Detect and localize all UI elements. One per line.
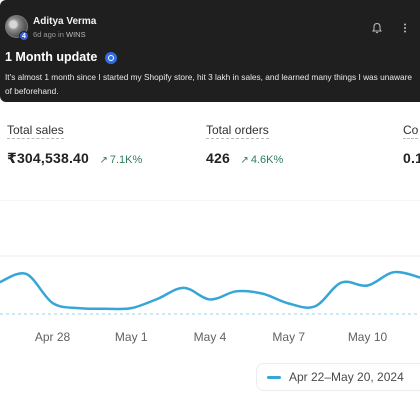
metric-value: 0.1	[403, 150, 420, 166]
bell-icon[interactable]	[371, 22, 383, 34]
verified-badge-icon	[105, 52, 117, 64]
metric-change: ↗ 7.1K%	[99, 154, 143, 166]
arrow-up-right-icon: ↗	[99, 155, 108, 166]
post-title[interactable]: 1 Month update	[5, 50, 98, 64]
series-line	[0, 270, 420, 311]
x-tick-label: May 1	[115, 330, 148, 344]
post-meta-in: in	[58, 30, 64, 39]
metric-label: Total sales	[7, 123, 64, 139]
x-tick-label: May 4	[194, 330, 227, 344]
metric-total-orders[interactable]: Total orders 426 ↗ 4.6K%	[206, 121, 283, 168]
post-time: 6d ago	[33, 30, 56, 39]
post-body: It's almost 1 month since I started my S…	[5, 72, 412, 96]
legend-label: Apr 22–May 20, 2024	[289, 370, 404, 384]
more-icon[interactable]	[399, 22, 411, 34]
metric-value: 426	[206, 150, 230, 166]
metric-conversion[interactable]: Co 0.1	[403, 121, 420, 168]
post-author[interactable]: Aditya Verma	[33, 16, 97, 27]
post-card: 4 Aditya Verma 6d ago in WINS 1 Month up…	[0, 0, 420, 102]
metric-value: ₹304,538.40	[7, 150, 90, 166]
arrow-up-right-icon: ↗	[240, 155, 249, 166]
x-tick-label: May 7	[272, 330, 305, 344]
x-tick-label: Apr 28	[35, 330, 71, 344]
post-community[interactable]: WINS	[65, 30, 86, 39]
metric-total-sales[interactable]: Total sales ₹304,538.40 ↗ 7.1K%	[7, 121, 142, 168]
x-tick-label: May 10	[348, 330, 388, 344]
post-meta: 6d ago in WINS	[33, 30, 86, 39]
chart-legend[interactable]: Apr 22–May 20, 2024	[256, 363, 420, 391]
legend-swatch	[267, 375, 281, 379]
metric-label: Co	[403, 123, 419, 139]
metric-label: Total orders	[206, 123, 269, 139]
avatar-level-badge: 4	[19, 31, 29, 41]
metric-change: ↗ 4.6K%	[240, 154, 284, 166]
